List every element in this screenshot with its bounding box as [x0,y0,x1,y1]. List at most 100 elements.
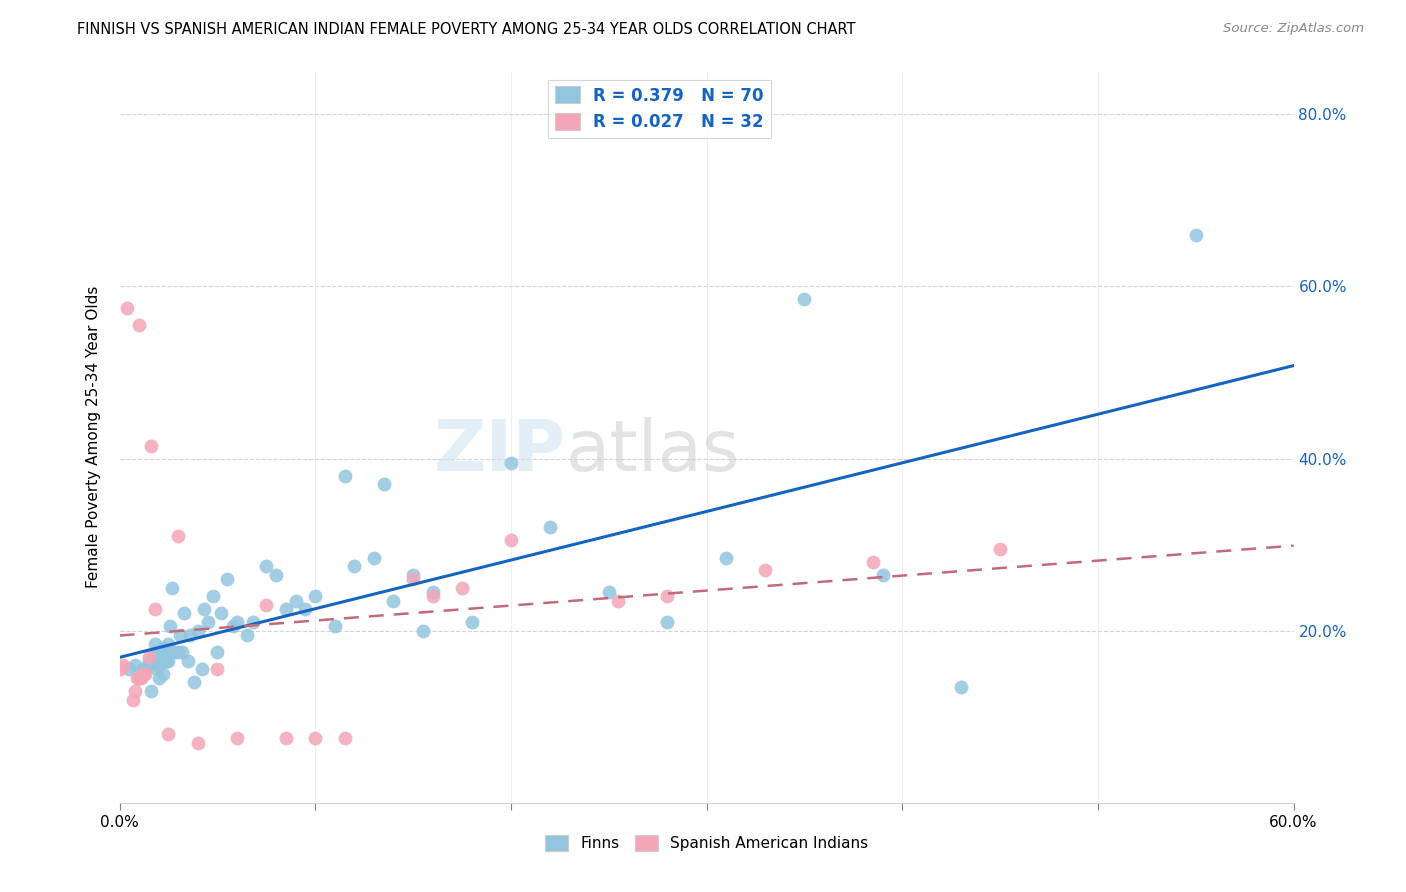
Y-axis label: Female Poverty Among 25-34 Year Olds: Female Poverty Among 25-34 Year Olds [86,286,101,588]
Point [128,318,150,333]
Point [128,671,150,685]
Point [197,615,219,629]
Point [162,581,184,595]
Point [499,456,522,470]
Point [333,731,356,746]
Point [657,589,679,603]
Point [138,654,160,668]
Point [138,658,160,673]
Point [138,649,160,664]
Point [127,671,149,685]
Text: atlas: atlas [565,417,740,486]
Point [862,555,884,569]
Point [1184,227,1206,242]
Point [499,533,522,548]
Point [145,662,167,676]
Point [294,602,316,616]
Point [225,615,249,629]
Point [169,628,191,642]
Point [207,662,229,676]
Point [173,607,195,621]
Point [134,662,156,676]
Point [139,439,162,453]
Point [284,593,307,607]
Point [159,619,181,633]
Point [304,589,326,603]
Point [132,666,155,681]
Point [225,731,249,746]
Point [177,654,200,668]
Point [117,301,139,315]
Point [451,581,474,595]
Point [254,559,277,574]
Point [132,662,155,676]
Point [373,477,395,491]
Point [264,567,287,582]
Point [274,731,297,746]
Point [714,550,737,565]
Point [129,671,152,685]
Point [152,666,174,681]
Point [139,684,162,698]
Point [153,645,176,659]
Point [134,666,156,681]
Point [132,666,155,681]
Point [538,520,561,534]
Point [152,640,174,655]
Point [183,675,205,690]
Point [112,658,135,673]
Point [242,615,264,629]
Point [412,624,434,638]
Point [187,735,209,749]
Point [143,637,166,651]
Point [363,550,385,565]
Point [163,645,186,659]
Point [202,589,225,603]
Point [422,589,444,603]
Point [657,615,679,629]
Point [148,671,170,685]
Text: FINNISH VS SPANISH AMERICAN INDIAN FEMALE POVERTY AMONG 25-34 YEAR OLDS CORRELAT: FINNISH VS SPANISH AMERICAN INDIAN FEMAL… [77,22,856,37]
Point [128,671,150,685]
Point [149,654,172,668]
Point [167,645,190,659]
Point [142,649,165,664]
Point [333,468,356,483]
Point [190,662,212,676]
Text: Source: ZipAtlas.com: Source: ZipAtlas.com [1223,22,1364,36]
Point [122,692,145,706]
Point [179,628,201,642]
Point [793,293,815,307]
Point [422,585,444,599]
Text: ZIP: ZIP [433,417,565,486]
Point [193,602,215,616]
Point [157,637,180,651]
Point [118,662,141,676]
Point [460,615,484,629]
Point [172,645,194,659]
Point [402,572,425,586]
Point [598,585,620,599]
Point [254,598,277,612]
Point [167,529,190,543]
Point [343,559,366,574]
Point [754,564,776,578]
Point [149,645,172,659]
Point [209,607,232,621]
Point [607,593,630,607]
Point [207,645,229,659]
Point [157,727,180,741]
Point [949,680,972,694]
Point [274,602,297,616]
Point [124,684,146,698]
Point [872,567,894,582]
Point [124,658,146,673]
Point [143,645,166,659]
Point [988,541,1011,556]
Point [402,567,425,582]
Point [217,572,239,586]
Point [382,593,405,607]
Point [235,628,257,642]
Point [157,654,180,668]
Point [222,619,245,633]
